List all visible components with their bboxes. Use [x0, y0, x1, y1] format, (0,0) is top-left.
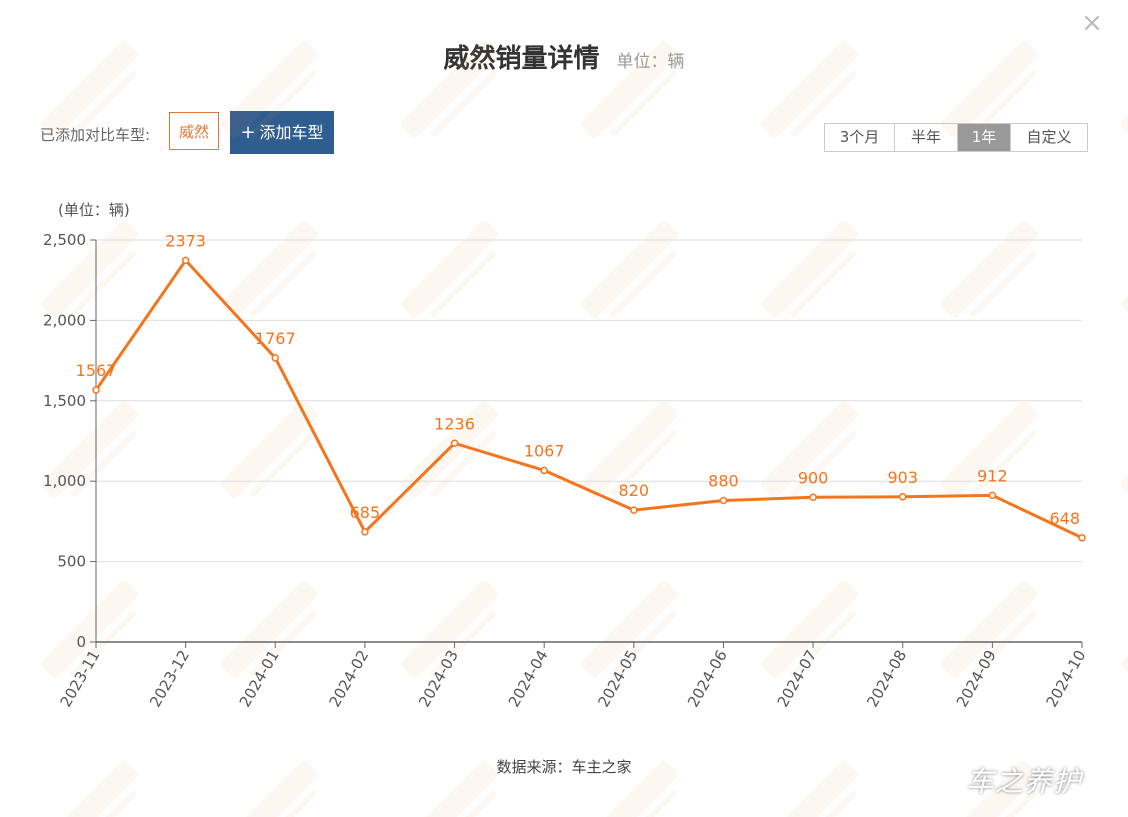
x-tick-label: 2024-01 — [236, 647, 283, 710]
x-tick-label: 2023-11 — [57, 647, 104, 710]
data-point[interactable] — [898, 493, 907, 501]
y-tick-label: 0 — [76, 633, 86, 651]
data-points — [92, 256, 1086, 542]
axes: 0 500 1,000 1,500 2,000 2,500 2023-11 2023-12 20… — [43, 231, 1089, 710]
x-tick-label: 2024-06 — [684, 647, 731, 710]
data-label: 1567 — [76, 361, 117, 380]
brand-watermark: 车之养护 — [966, 765, 1083, 798]
y-tick-label: 500 — [57, 553, 86, 571]
data-point[interactable] — [181, 256, 190, 265]
data-label: 903 — [887, 468, 918, 487]
data-point[interactable] — [1078, 534, 1086, 542]
x-tick-label: 2024-10 — [1043, 647, 1090, 710]
data-label: 2373 — [165, 231, 206, 250]
grid-lines — [96, 239, 1082, 563]
data-label: 880 — [708, 471, 739, 490]
y-tick-label: 1,000 — [43, 472, 86, 490]
y-tick-label: 2,500 — [43, 231, 86, 249]
data-point[interactable] — [271, 354, 280, 362]
data-point[interactable] — [450, 439, 459, 448]
sales-line-chart: (单位：辆) 0 500 1,000 1,500 2,000 2,500 2023-11 20… — [43, 201, 1089, 710]
series-line — [94, 258, 1083, 540]
x-tick-label: 2024-03 — [415, 647, 462, 710]
data-point[interactable] — [719, 496, 728, 505]
data-labels: 1567 2373 1767 685 1236 1067 820 880 900 903 912 64… — [76, 231, 1080, 527]
x-tick-label: 2024-09 — [953, 647, 1000, 710]
data-label: 1067 — [524, 441, 565, 460]
x-tick-label: 2024-08 — [863, 647, 910, 710]
data-source: 数据来源：车主之家 — [496, 758, 632, 776]
data-label: 648 — [1049, 509, 1080, 528]
data-label: 1236 — [434, 414, 475, 433]
x-tick-label: 2023-12 — [146, 647, 193, 710]
x-tick-label: 2024-04 — [505, 647, 552, 710]
data-label: 820 — [619, 481, 650, 500]
data-point[interactable] — [92, 386, 100, 394]
data-point[interactable] — [988, 491, 997, 500]
y-tick-label: 1,500 — [43, 392, 86, 410]
data-point[interactable] — [540, 466, 548, 475]
series-polyline — [94, 258, 1083, 540]
data-label: 685 — [350, 503, 381, 522]
x-tick-label: 2024-05 — [594, 647, 641, 710]
data-point[interactable] — [630, 506, 638, 514]
data-point[interactable] — [361, 528, 369, 536]
data-label: 900 — [798, 468, 829, 487]
x-tick-label: 2024-02 — [325, 647, 372, 710]
y-axis-label: (单位：辆) — [58, 201, 130, 219]
x-tick-label: 2024-07 — [774, 647, 821, 710]
data-label: 912 — [977, 466, 1008, 485]
data-label: 1767 — [255, 329, 296, 348]
y-tick-label: 2,000 — [43, 311, 86, 329]
data-point[interactable] — [809, 493, 817, 502]
